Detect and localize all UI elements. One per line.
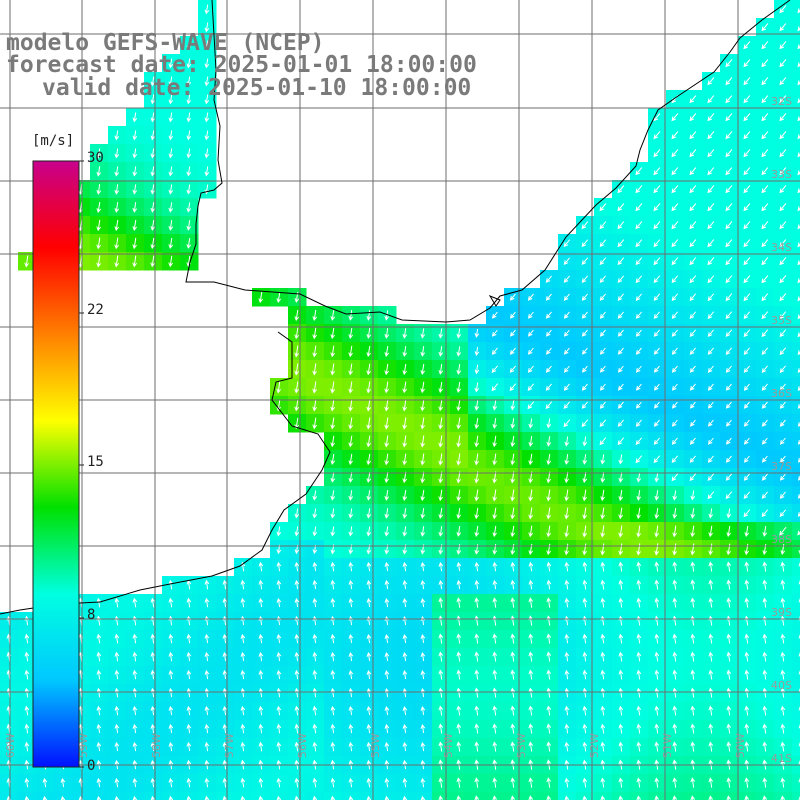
lat-label: 36S <box>771 387 792 400</box>
lon-label: 50W <box>734 733 747 758</box>
forecast-date: forecast date: 2025-01-01 18:00:00 <box>6 52 477 78</box>
latitude-labels: 32S 33S 34S 35S 36S 37S 38S 39S 40S 41S <box>771 95 792 765</box>
coastline <box>0 0 791 615</box>
lat-label: 40S <box>771 679 792 692</box>
lon-label: 55W <box>369 733 382 758</box>
longitude-labels: 60W 59W 58W 57W 56W 55W 54W 53W 52W 51W 50W <box>4 733 747 758</box>
colorbar-ticks <box>79 160 84 768</box>
lat-label: 33S <box>771 168 792 181</box>
colorbar-tick-label: 15 <box>87 454 104 470</box>
lat-label: 32S <box>771 95 792 108</box>
colorbar-tick-label: 30 <box>87 150 104 166</box>
lon-label: 53W <box>515 733 528 758</box>
colorbar-tick-label: 22 <box>87 302 104 318</box>
lon-label: 59W <box>77 733 90 758</box>
lon-label: 57W <box>223 733 236 758</box>
lat-label: 39S <box>771 606 792 619</box>
lat-label: 35S <box>771 314 792 327</box>
colorbar-unit: [m/s] <box>32 133 75 149</box>
lon-label: 52W <box>588 733 601 758</box>
lon-label: 51W <box>661 733 674 758</box>
lat-label: 34S <box>771 241 792 254</box>
lat-label: 38S <box>771 533 792 546</box>
lon-label: 58W <box>150 733 163 758</box>
lon-label: 56W <box>296 733 309 758</box>
valid-date: valid date: 2025-01-10 18:00:00 <box>42 75 472 101</box>
lon-label: 60W <box>4 733 17 758</box>
model-title: modelo GEFS-WAVE (NCEP) <box>6 30 325 56</box>
lat-label: 41S <box>771 752 792 765</box>
colorbar-tick-label: 0 <box>87 758 96 774</box>
lon-label: 54W <box>442 733 455 758</box>
wind-arrows <box>6 4 800 800</box>
colorbar <box>32 160 80 768</box>
lat-label: 37S <box>771 460 792 473</box>
colorbar-tick-label: 8 <box>87 607 96 623</box>
